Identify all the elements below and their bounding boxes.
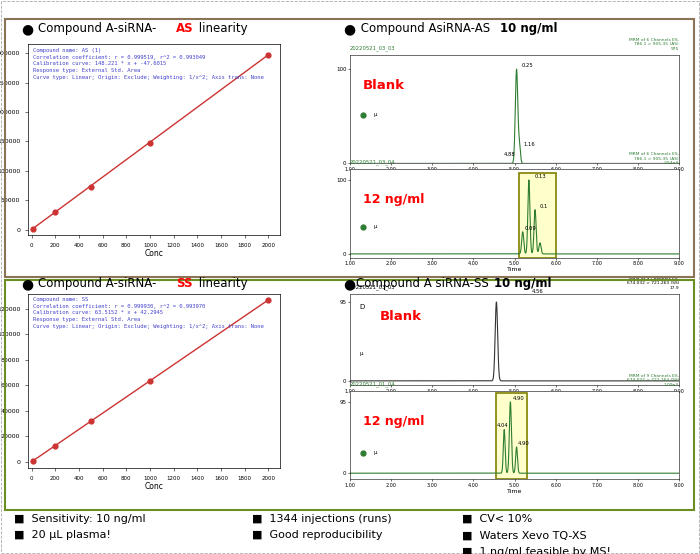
Text: ■  1 ng/ml feasible by MS!: ■ 1 ng/ml feasible by MS! [462,547,611,554]
Text: 20220521_03_04: 20220521_03_04 [350,160,395,166]
Text: 10 ng/ml: 10 ng/ml [500,22,557,35]
Text: 0.25: 0.25 [522,63,533,68]
Point [144,138,155,147]
Point [50,208,61,217]
Text: MRM of 9 Channels ES-
674.032 > 721.263 (SS)
17.9: MRM of 9 Channels ES- 674.032 > 721.263 … [626,277,679,290]
Text: ●: ● [21,22,33,36]
X-axis label: Conc: Conc [145,482,163,491]
Text: 20220521_01_04: 20220521_01_04 [350,381,395,387]
Text: MRM of 9 Channels ES-
674.032 > 721.263 (SS)
1.09e4: MRM of 9 Channels ES- 674.032 > 721.263 … [626,374,679,387]
Text: 0.1: 0.1 [539,204,547,209]
Text: Compound A-siRNA-: Compound A-siRNA- [38,22,157,35]
Text: ■  CV< 10%: ■ CV< 10% [462,514,532,524]
Text: Compound A siRNA-SS: Compound A siRNA-SS [356,277,492,290]
Text: ●: ● [343,22,355,36]
Point [85,182,97,191]
Text: 1.16: 1.16 [524,142,536,147]
Text: μ: μ [373,112,377,117]
Text: μ: μ [373,450,377,455]
Text: 4.56: 4.56 [532,289,543,294]
Text: MRM of 6 Channels ES-
786.1 > 905.35 (AS)
2.54e4: MRM of 6 Channels ES- 786.1 > 905.35 (AS… [629,152,679,166]
Text: 4.04: 4.04 [497,423,509,428]
Text: Blank: Blank [363,79,405,92]
Text: MRM of 6 Channels ES-
786.1 > 905.35 (AS)
975: MRM of 6 Channels ES- 786.1 > 905.35 (AS… [629,38,679,51]
Text: Compound A-siRNA-: Compound A-siRNA- [38,277,157,290]
Text: ●: ● [343,277,355,291]
Text: Compound name: AS (1)
Correlation coefficient: r = 0.999519, r^2 = 0.993049
Cali: Compound name: AS (1) Correlation coeffi… [33,48,264,80]
Text: ■  Waters Xevo TQ-XS: ■ Waters Xevo TQ-XS [462,530,587,540]
Text: 12 ng/ml: 12 ng/ml [363,415,424,428]
Text: Blank: Blank [379,310,421,323]
Point [27,456,38,465]
Bar [519,173,556,258]
Text: 0.09: 0.09 [525,226,536,231]
Point [50,441,61,450]
Text: SS: SS [176,277,193,290]
Text: 12 ng/ml: 12 ng/ml [363,193,424,207]
X-axis label: Conc: Conc [145,249,163,259]
Text: ■  1344 injections (runs): ■ 1344 injections (runs) [252,514,391,524]
Text: 20220521_03_03: 20220521_03_03 [350,45,395,51]
Text: 4.90: 4.90 [512,396,524,401]
Text: Compound name: SS
Correlation coefficient: r = 0.999930, r^2 = 0.993970
Calibrat: Compound name: SS Correlation coefficien… [33,297,264,329]
X-axis label: Time: Time [507,489,522,494]
Point [262,295,274,304]
Text: Compound AsiRNA-AS: Compound AsiRNA-AS [357,22,494,35]
Point [144,376,155,385]
Text: ■  20 μL plasma!: ■ 20 μL plasma! [14,530,111,540]
X-axis label: Time: Time [507,268,522,273]
Text: linearity: linearity [195,277,248,290]
Text: 4.88: 4.88 [504,152,515,157]
Text: 4.90: 4.90 [518,440,529,445]
Point [262,50,274,59]
Text: ■  Good reproducibility: ■ Good reproducibility [252,530,382,540]
Point [27,224,38,233]
Text: μ: μ [373,224,377,229]
Text: D: D [360,304,365,310]
Text: AS: AS [176,22,194,35]
Point [85,417,97,425]
Text: ■  Sensitivity: 10 ng/ml: ■ Sensitivity: 10 ng/ml [14,514,146,524]
Text: ●: ● [21,277,33,291]
Text: μ: μ [360,351,363,356]
Text: 10 ng/ml: 10 ng/ml [494,277,551,290]
Text: linearity: linearity [195,22,248,35]
Bar [496,393,527,479]
Text: 20220521_03_03: 20220521_03_03 [350,284,395,290]
Text: 0.13: 0.13 [534,174,546,179]
